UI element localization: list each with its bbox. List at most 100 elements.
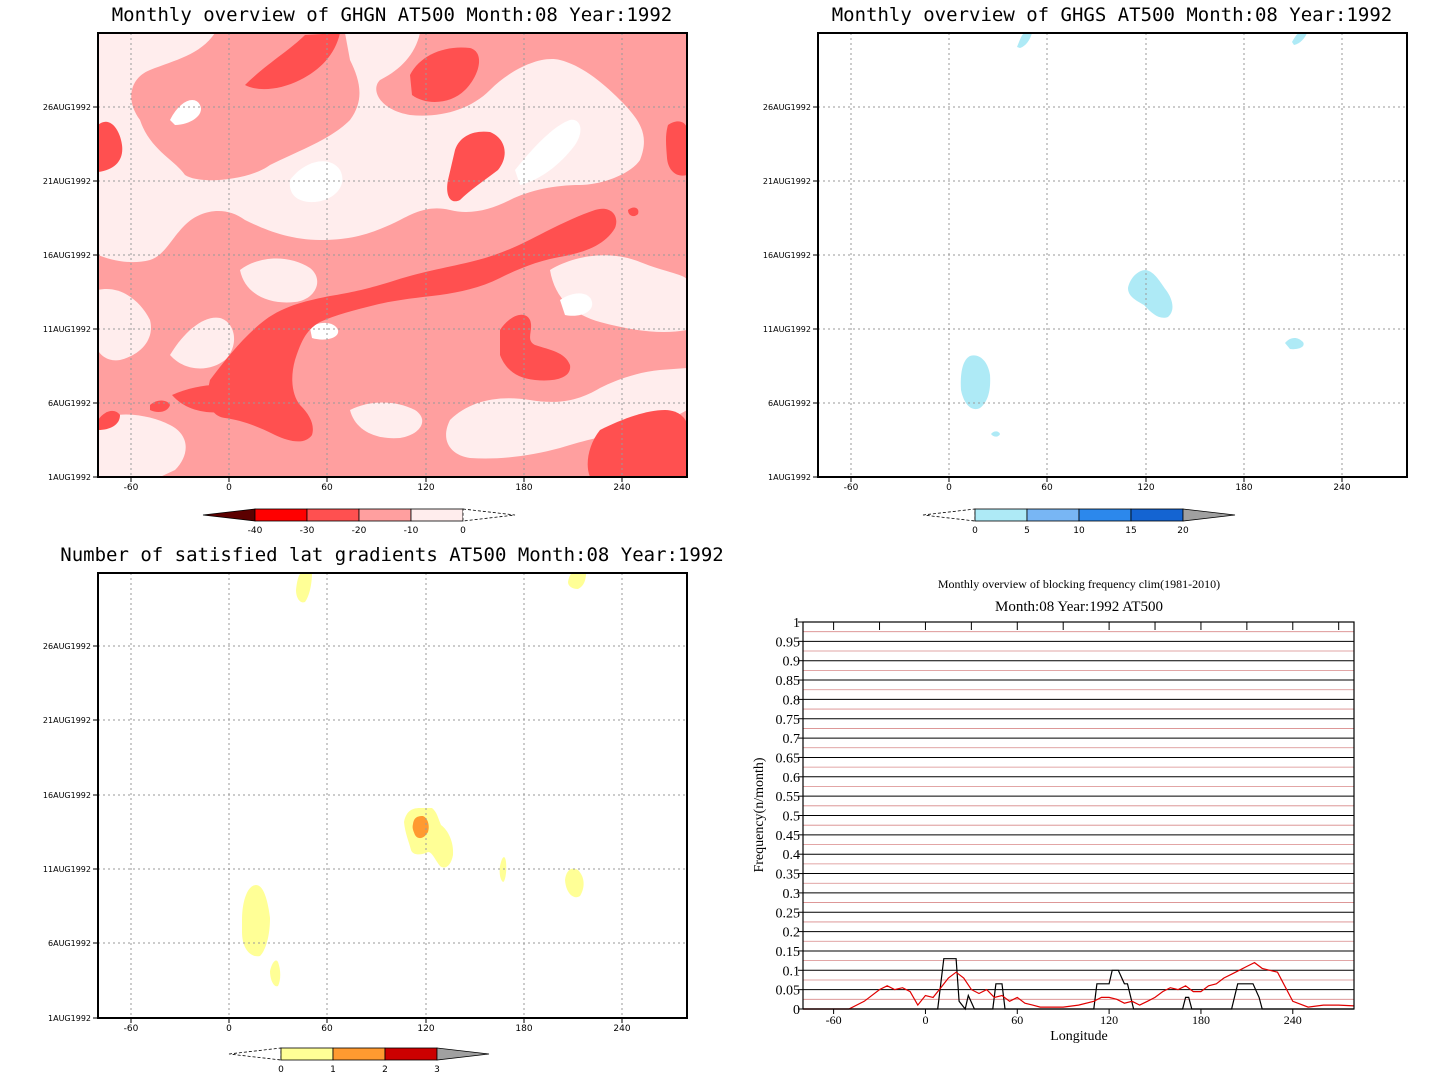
ghgs-colorbar: 0 5 10 15 20 — [922, 508, 1236, 536]
x-tick-label: 0 — [226, 483, 232, 493]
ghgs-title: Monthly overview of GHGS AT500 Month:08 … — [832, 4, 1393, 26]
y-tick-label: 26AUG1992 — [43, 642, 91, 651]
series-line-2 — [803, 961, 1355, 1010]
x-tick-label: -60 — [844, 483, 859, 493]
x-tick-label: 240 — [613, 483, 630, 493]
colorbar-label: 2 — [382, 1065, 388, 1075]
y-tick-label: 11AUG1992 — [43, 865, 91, 874]
colorbar-label: -10 — [404, 526, 419, 536]
x-tick-label: 240 — [1284, 1013, 1302, 1027]
ghgn-tick-marks — [93, 106, 623, 482]
gradients-x-tick-labels: -60 0 60 120 180 240 — [124, 1024, 631, 1034]
blocking-chart-title: Monthly overview of blocking frequency c… — [938, 577, 1220, 591]
y-tick-label: 6AUG1992 — [48, 939, 91, 948]
gradients-panel: Number of satisfied lat gradients AT500 … — [43, 544, 724, 1075]
y-tick-label: 0.2 — [783, 926, 801, 941]
x-tick-label: 0 — [946, 483, 952, 493]
x-tick-label: 60 — [321, 483, 333, 493]
colorbar-label: 20 — [1177, 526, 1189, 536]
blocking-tick-marks — [798, 621, 1340, 1014]
gradients-y-tick-labels: 1AUG1992 6AUG1992 11AUG1992 16AUG1992 21… — [43, 642, 91, 1023]
ghgs-gridlines — [818, 33, 1407, 477]
colorbar-label: -20 — [352, 526, 367, 536]
x-tick-label: 180 — [1235, 483, 1252, 493]
colorbar-label: 0 — [278, 1065, 284, 1075]
y-tick-label: 0.45 — [776, 829, 801, 844]
colorbar-label: 5 — [1024, 526, 1030, 536]
y-tick-label: 6AUG1992 — [768, 399, 811, 408]
y-tick-label: 0.6 — [783, 771, 801, 786]
colorbar-label: 15 — [1125, 526, 1136, 536]
ghgn-x-tick-labels: -60 0 60 120 180 240 — [124, 483, 631, 493]
y-tick-label: 0.9 — [783, 655, 801, 670]
y-tick-label: 16AUG1992 — [43, 791, 91, 800]
y-tick-label: 21AUG1992 — [763, 177, 811, 186]
y-tick-label: 1AUG1992 — [768, 473, 811, 482]
y-tick-label: 0.55 — [776, 790, 801, 805]
gradients-tick-marks — [93, 645, 623, 1023]
x-tick-label: 180 — [515, 483, 532, 493]
y-tick-label: 0.25 — [776, 906, 801, 921]
y-tick-label: 0.95 — [776, 635, 801, 650]
y-tick-label: 26AUG1992 — [763, 103, 811, 112]
x-tick-label: 60 — [1041, 483, 1053, 493]
y-tick-label: 21AUG1992 — [43, 716, 91, 725]
x-tick-label: 120 — [417, 1024, 434, 1034]
blocking-y-tick-labels: 0 0.05 0.1 0.15 0.2 0.25 0.3 0.35 0.4 0.45 0.5 0.55… — [776, 616, 801, 1018]
colorbar-label: 1 — [330, 1065, 336, 1075]
y-tick-label: 0.8 — [783, 693, 801, 708]
ghgs-x-tick-labels: -60 0 60 120 180 240 — [844, 483, 1351, 493]
y-tick-label: 0 — [793, 1003, 800, 1018]
x-tick-label: 180 — [515, 1024, 532, 1034]
y-tick-label: 16AUG1992 — [43, 251, 91, 260]
blocking-y-axis-label: Frequency(n/month) — [752, 757, 767, 872]
ghgn-y-tick-labels: 1AUG1992 6AUG1992 11AUG1992 16AUG1992 21… — [43, 103, 91, 482]
y-tick-label: 0.5 — [783, 810, 801, 825]
y-tick-label: 6AUG1992 — [48, 399, 91, 408]
gradients-colorbar: 0 1 2 3 — [228, 1047, 490, 1075]
series-line-1 — [803, 958, 1354, 1011]
ghgn-panel: Monthly overview of GHGN AT500 Month:08 … — [43, 4, 688, 536]
x-tick-label: 120 — [417, 483, 434, 493]
colorbar-label: -40 — [248, 526, 263, 536]
x-tick-label: 60 — [321, 1024, 333, 1034]
blocking-series — [803, 958, 1355, 1011]
y-tick-label: 21AUG1992 — [43, 177, 91, 186]
ghgn-title: Monthly overview of GHGN AT500 Month:08 … — [112, 4, 673, 26]
x-tick-label: 120 — [1100, 1013, 1118, 1027]
y-tick-label: 0.1 — [783, 964, 801, 979]
y-tick-label: 11AUG1992 — [43, 325, 91, 334]
colorbar-label: 0 — [972, 526, 978, 536]
y-tick-label: 0.3 — [783, 887, 801, 902]
y-tick-label: 0.7 — [783, 732, 801, 747]
colorbar-label: 0 — [460, 526, 466, 536]
ghgn-gridlines — [98, 33, 687, 477]
x-tick-label: -60 — [124, 1024, 139, 1034]
y-tick-label: 0.15 — [776, 945, 801, 960]
x-tick-label: 180 — [1192, 1013, 1210, 1027]
colorbar-label: -30 — [300, 526, 315, 536]
x-tick-label: 0 — [226, 1024, 232, 1034]
x-tick-label: -60 — [124, 483, 139, 493]
y-tick-label: 26AUG1992 — [43, 103, 91, 112]
y-tick-label: 16AUG1992 — [763, 251, 811, 260]
ghgn-colorbar: -40 -30 -20 -10 0 — [202, 508, 516, 536]
gradients-gridlines — [98, 573, 687, 1018]
colorbar-label: 10 — [1073, 526, 1085, 536]
y-tick-label: 0.4 — [783, 848, 801, 863]
y-tick-label: 0.35 — [776, 868, 801, 883]
gradients-title: Number of satisfied lat gradients AT500 … — [60, 544, 723, 566]
x-tick-label: 60 — [1011, 1013, 1023, 1027]
x-tick-label: 0 — [922, 1013, 928, 1027]
x-tick-label: -60 — [826, 1013, 842, 1027]
x-tick-label: 240 — [1333, 483, 1350, 493]
blocking-x-axis-label: Longitude — [1050, 1029, 1108, 1044]
y-tick-label: 1 — [793, 616, 800, 631]
y-tick-label: 0.65 — [776, 751, 801, 766]
ghgs-tick-marks — [813, 106, 1343, 482]
ghgs-y-tick-labels: 1AUG1992 6AUG1992 11AUG1992 16AUG1992 21… — [763, 103, 811, 482]
blocking-chart-subtitle: Month:08 Year:1992 AT500 — [995, 599, 1163, 615]
colorbar-label: 3 — [434, 1065, 440, 1075]
x-tick-label: 120 — [1137, 483, 1154, 493]
